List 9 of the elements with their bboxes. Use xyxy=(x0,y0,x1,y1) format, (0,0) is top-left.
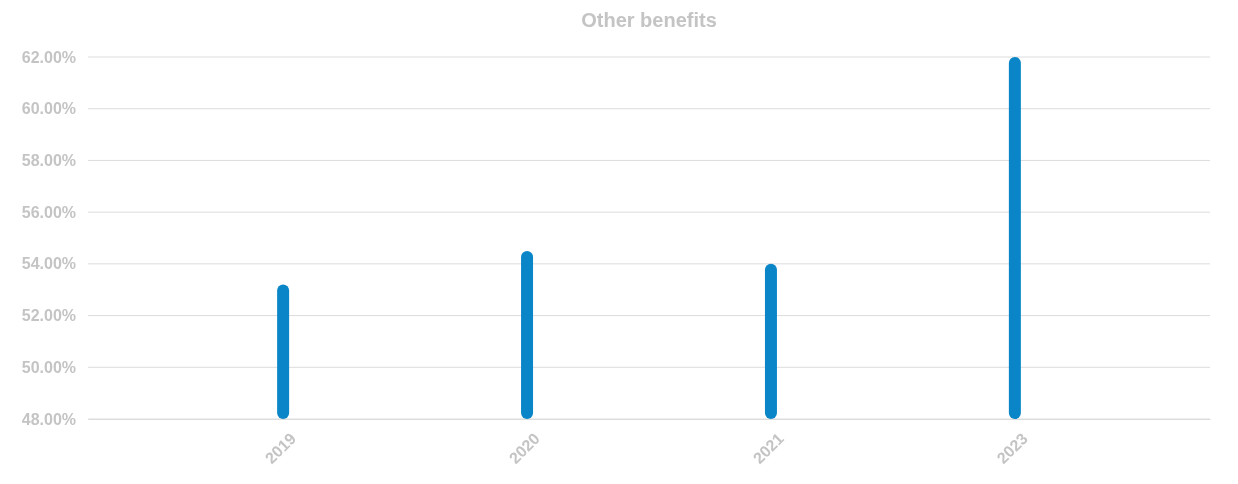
y-tick-label: 62.00% xyxy=(21,48,76,66)
y-tick-label: 56.00% xyxy=(21,203,76,221)
y-tick-label: 58.00% xyxy=(21,152,76,170)
y-tick-label: 50.00% xyxy=(21,358,76,376)
y-tick-label: 48.00% xyxy=(21,410,76,428)
y-tick-label: 52.00% xyxy=(21,307,76,325)
y-tick-label: 60.00% xyxy=(21,100,76,118)
chart-title: Other benefits xyxy=(581,9,717,31)
y-tick-label: 54.00% xyxy=(21,255,76,273)
